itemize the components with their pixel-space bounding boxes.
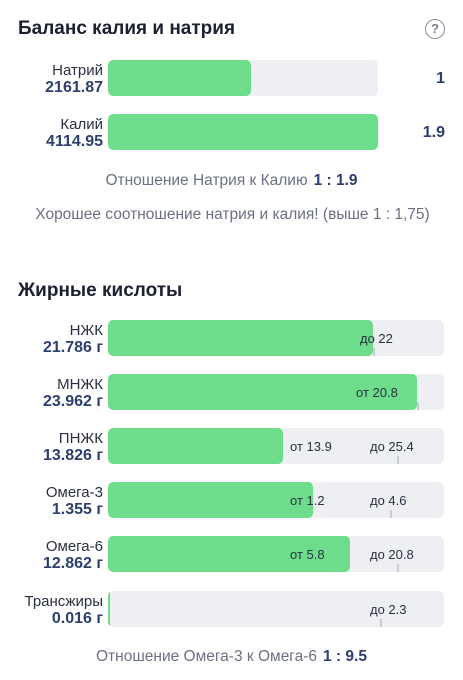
fatty-acid-bar-fill xyxy=(108,320,373,356)
sodium-potassium-ratio-label: Отношение Натрия к Калию xyxy=(105,172,308,189)
norm-low-label: от 1.2 xyxy=(290,493,325,508)
fatty-acid-value: 12.862 г xyxy=(42,555,103,572)
norm-marker xyxy=(397,564,399,572)
fatty-acid-label: МНЖК xyxy=(57,376,103,393)
fatty-acid-bar-track: до 22 xyxy=(108,320,444,356)
potassium-row: Калий 4114.95 1.9 xyxy=(0,114,463,154)
fatty-acid-bar-track: от 13.9 до 25.4 xyxy=(108,428,444,464)
potassium-ratio: 1.9 xyxy=(422,124,445,141)
balance-title: Баланс калия и натрия xyxy=(18,18,236,39)
fatty-acid-row: ПНЖК 13.826 г от 13.9 до 25.4 xyxy=(0,428,463,468)
potassium-bar-fill xyxy=(108,114,378,150)
norm-marker xyxy=(373,348,375,356)
omega-ratio: Отношение Омега-3 к Омега-6 1 : 9.5 xyxy=(0,648,463,666)
potassium-value: 4114.95 xyxy=(46,133,103,150)
fatty-acid-row: МНЖК 23.962 г от 20.8 xyxy=(0,374,463,414)
norm-low-label: от 5.8 xyxy=(290,547,325,562)
potassium-label: Калий xyxy=(60,116,103,133)
fatty-acid-label: НЖК xyxy=(69,322,103,339)
norm-high-label: до 22 xyxy=(360,331,393,346)
norm-marker xyxy=(417,402,419,410)
fatty-acid-bar-fill xyxy=(108,536,350,572)
fatty-acid-label: ПНЖК xyxy=(58,430,103,447)
fatty-acid-value: 21.786 г xyxy=(42,339,103,356)
sodium-row: Натрий 2161.87 1 xyxy=(0,60,463,100)
fatty-acid-bar-fill xyxy=(108,482,313,518)
fatty-acid-label: Омега-3 xyxy=(45,484,103,501)
sodium-ratio: 1 xyxy=(436,70,445,87)
fatty-acid-row: НЖК 21.786 г до 22 xyxy=(0,320,463,360)
fatty-acid-value: 1.355 г xyxy=(51,501,103,518)
fatty-acid-value: 13.826 г xyxy=(42,447,103,464)
sodium-value: 2161.87 xyxy=(45,79,103,96)
fatty-acid-row: Трансжиры 0.016 г до 2.3 xyxy=(0,591,463,631)
fatty-acid-bar-track: от 5.8 до 20.8 xyxy=(108,536,444,572)
fatty-acid-label: Омега-6 xyxy=(45,538,103,555)
omega-ratio-label: Отношение Омега-3 к Омега-6 xyxy=(96,648,318,665)
fatty-acid-row: Омега-6 12.862 г от 5.8 до 20.8 xyxy=(0,536,463,576)
norm-low-label: от 20.8 xyxy=(356,385,398,400)
fatty-acid-bar-fill xyxy=(108,591,110,627)
norm-marker xyxy=(390,510,392,518)
norm-low-label: от 13.9 xyxy=(290,439,332,454)
fatty-acid-row: Омега-3 1.355 г от 1.2 до 4.6 xyxy=(0,482,463,522)
sodium-bar-fill xyxy=(108,60,251,96)
fatty-acid-label: Трансжиры xyxy=(24,593,104,610)
norm-marker xyxy=(397,456,399,464)
fatty-acid-value: 23.962 г xyxy=(42,393,103,410)
norm-marker xyxy=(380,619,382,627)
norm-high-label: до 4.6 xyxy=(370,493,407,508)
norm-high-label: до 20.8 xyxy=(370,547,414,562)
question-circle-icon[interactable]: ? xyxy=(425,19,445,39)
sodium-bar-track xyxy=(108,60,378,96)
fatty-acid-bar-fill xyxy=(108,428,283,464)
fatty-acid-value: 0.016 г xyxy=(51,610,103,627)
sodium-potassium-ratio-value: 1 : 1.9 xyxy=(313,172,358,189)
fatty-acid-bar-fill xyxy=(108,374,417,410)
fatty-acid-bar-track: от 20.8 xyxy=(108,374,444,410)
omega-ratio-value: 1 : 9.5 xyxy=(323,648,367,665)
fatty-acids-title: Жирные кислоты xyxy=(18,280,183,301)
norm-high-label: до 25.4 xyxy=(370,439,414,454)
potassium-bar-track xyxy=(108,114,378,150)
fatty-acid-bar-track: до 2.3 xyxy=(108,591,444,627)
sodium-potassium-ratio: Отношение Натрия к Калию 1 : 1.9 xyxy=(0,172,463,190)
sodium-label: Натрий xyxy=(52,62,103,79)
fatty-acid-bar-track: от 1.2 до 4.6 xyxy=(108,482,444,518)
norm-high-label: до 2.3 xyxy=(370,602,407,617)
balance-note: Хорошее соотношение натрия и калия! (выш… xyxy=(35,206,430,223)
